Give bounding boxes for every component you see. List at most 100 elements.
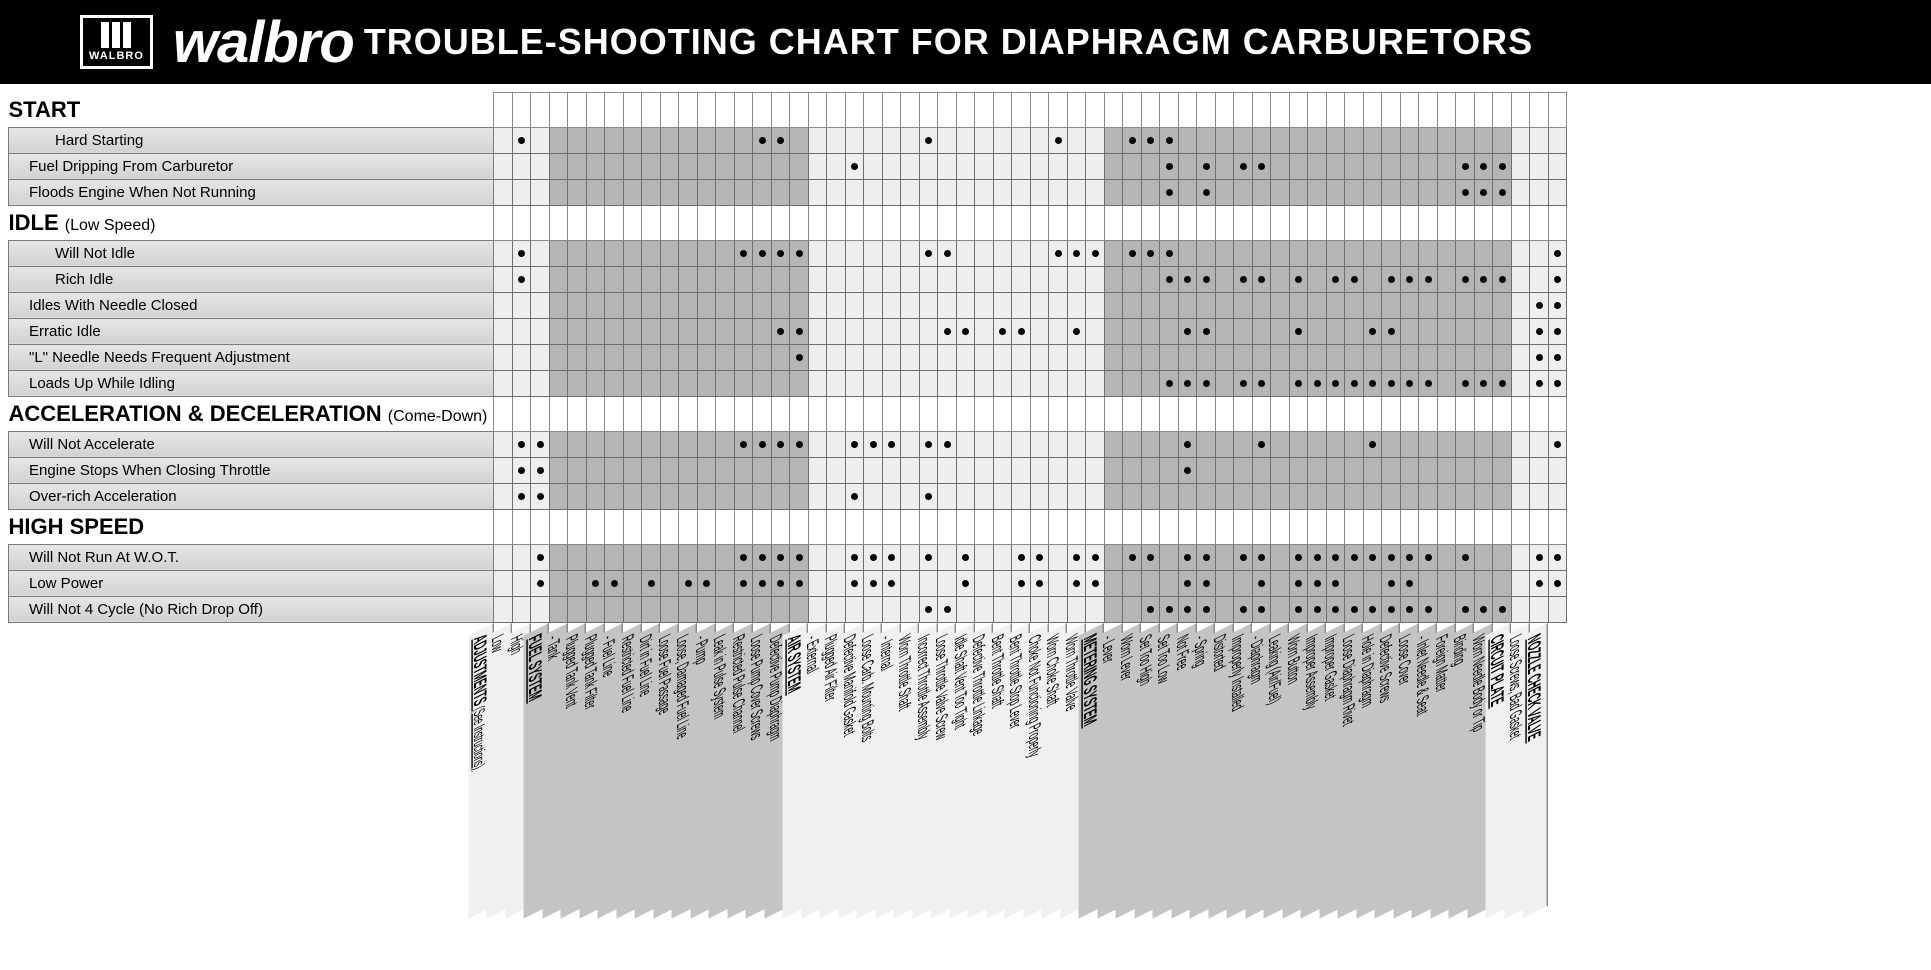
matrix-cell (660, 570, 679, 596)
matrix-cell (1086, 596, 1105, 622)
matrix-cell (494, 431, 513, 457)
matrix-cell (753, 179, 772, 205)
matrix-cell (1030, 153, 1049, 179)
matrix-cell (901, 179, 920, 205)
matrix-cell (753, 292, 772, 318)
matrix-cell (1474, 596, 1493, 622)
matrix-cell (1456, 431, 1475, 457)
matrix-cell (790, 544, 809, 570)
matrix-cell (827, 570, 846, 596)
matrix-cell (1030, 93, 1049, 128)
matrix-cell (1049, 570, 1068, 596)
matrix-cell (753, 570, 772, 596)
matrix-cell (1215, 318, 1234, 344)
matrix-cell (568, 153, 587, 179)
matrix-cell (1215, 266, 1234, 292)
matrix-cell (938, 318, 957, 344)
matrix-cell (1049, 127, 1068, 153)
matrix-cell (771, 127, 790, 153)
matrix-cell (1363, 127, 1382, 153)
dot-icon (1240, 163, 1247, 170)
dot-icon (1554, 250, 1561, 257)
matrix-cell (1160, 240, 1179, 266)
matrix-cell (864, 396, 883, 431)
matrix-cell (1252, 205, 1271, 240)
dot-icon (1536, 354, 1543, 361)
matrix-cell (1234, 509, 1253, 544)
matrix-cell (1326, 292, 1345, 318)
matrix-cell (1548, 596, 1567, 622)
dot-icon (1332, 276, 1339, 283)
matrix-cell (734, 153, 753, 179)
matrix-cell (938, 240, 957, 266)
dot-icon (1351, 380, 1358, 387)
matrix-cell (494, 457, 513, 483)
matrix-cell (679, 240, 698, 266)
matrix-cell (1308, 93, 1327, 128)
matrix-cell (605, 457, 624, 483)
matrix-cell (586, 93, 605, 128)
matrix-cell (1326, 457, 1345, 483)
matrix-cell (845, 179, 864, 205)
dot-icon (1480, 606, 1487, 613)
matrix-cell (1234, 266, 1253, 292)
matrix-cell (679, 483, 698, 509)
matrix-cell (549, 240, 568, 266)
matrix-cell (808, 153, 827, 179)
dot-icon (796, 328, 803, 335)
matrix-cell (790, 483, 809, 509)
dot-icon (962, 328, 969, 335)
dot-icon (1203, 380, 1210, 387)
matrix-cell (1345, 431, 1364, 457)
matrix-cell (1437, 457, 1456, 483)
matrix-cell (975, 266, 994, 292)
matrix-cell (1548, 396, 1567, 431)
matrix-cell (1382, 266, 1401, 292)
matrix-cell (697, 370, 716, 396)
dot-icon (537, 441, 544, 448)
matrix-cell (1363, 370, 1382, 396)
matrix-cell (512, 431, 531, 457)
matrix-cell (753, 127, 772, 153)
matrix-cell (568, 370, 587, 396)
symptom-label: Over-rich Acceleration (9, 483, 494, 509)
matrix-cell (1012, 153, 1031, 179)
matrix-cell (882, 127, 901, 153)
matrix-cell (1141, 240, 1160, 266)
matrix-cell (1511, 483, 1530, 509)
matrix-cell (938, 127, 957, 153)
matrix-cell (1289, 292, 1308, 318)
matrix-cell (1289, 370, 1308, 396)
dot-icon (888, 554, 895, 561)
matrix-cell (975, 240, 994, 266)
matrix-cell (956, 127, 975, 153)
dot-icon (1462, 554, 1469, 561)
matrix-cell (716, 396, 735, 431)
dot-icon (851, 580, 858, 587)
matrix-cell (1104, 93, 1123, 128)
matrix-cell (1252, 431, 1271, 457)
matrix-cell (975, 179, 994, 205)
matrix-cell (808, 509, 827, 544)
symptom-label: Fuel Dripping From Carburetor (9, 153, 494, 179)
matrix-cell (975, 93, 994, 128)
matrix-cell (1437, 370, 1456, 396)
matrix-cell (1400, 93, 1419, 128)
matrix-cell (1086, 318, 1105, 344)
matrix-cell (919, 344, 938, 370)
matrix-cell (771, 457, 790, 483)
matrix-cell (642, 370, 661, 396)
matrix-cell (1012, 179, 1031, 205)
matrix-cell (808, 483, 827, 509)
dot-icon (1166, 163, 1173, 170)
matrix-cell (1308, 240, 1327, 266)
matrix-cell (1252, 544, 1271, 570)
matrix-cell (734, 292, 753, 318)
matrix-cell (1511, 509, 1530, 544)
matrix-cell (697, 396, 716, 431)
matrix-cell (1197, 544, 1216, 570)
dot-icon (1462, 276, 1469, 283)
matrix-cell (1252, 483, 1271, 509)
matrix-cell (845, 127, 864, 153)
matrix-cell (605, 93, 624, 128)
